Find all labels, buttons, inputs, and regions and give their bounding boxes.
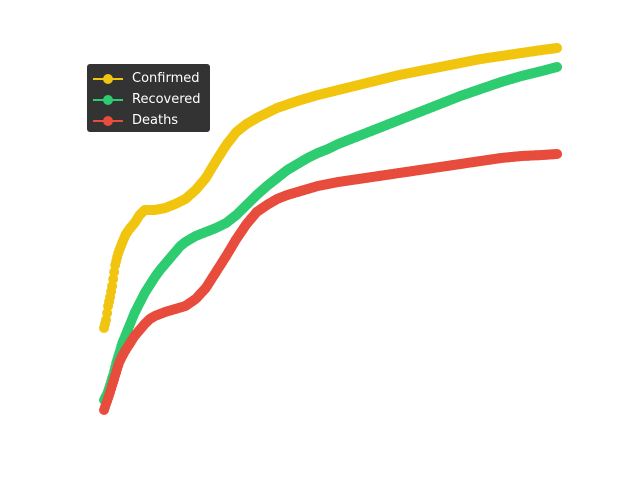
legend-swatch-recovered [93, 94, 123, 106]
legend-label-deaths: Deaths [132, 113, 179, 128]
legend-item-confirmed[interactable]: Confirmed [93, 68, 210, 89]
series-recovered [99, 62, 563, 405]
series-confirmed [99, 43, 563, 333]
series-layer [99, 43, 563, 415]
series-deaths [99, 149, 563, 415]
legend-marker-recovered [103, 94, 113, 105]
data-point-confirmed [552, 43, 563, 53]
legend-swatch-deaths [93, 115, 123, 127]
legend-label-recovered: Recovered [132, 92, 201, 107]
legend-marker-deaths [103, 115, 113, 126]
legend-marker-confirmed [103, 73, 113, 84]
legend-item-recovered[interactable]: Recovered [93, 89, 210, 110]
legend-swatch-confirmed [93, 73, 123, 85]
legend-item-deaths[interactable]: Deaths [93, 110, 210, 131]
series-line-deaths [103, 153, 558, 411]
data-point-recovered [552, 62, 563, 72]
legend-label-confirmed: Confirmed [132, 71, 200, 86]
data-point-deaths [552, 149, 563, 159]
chart-legend: Confirmed Recovered Deaths [87, 64, 210, 132]
